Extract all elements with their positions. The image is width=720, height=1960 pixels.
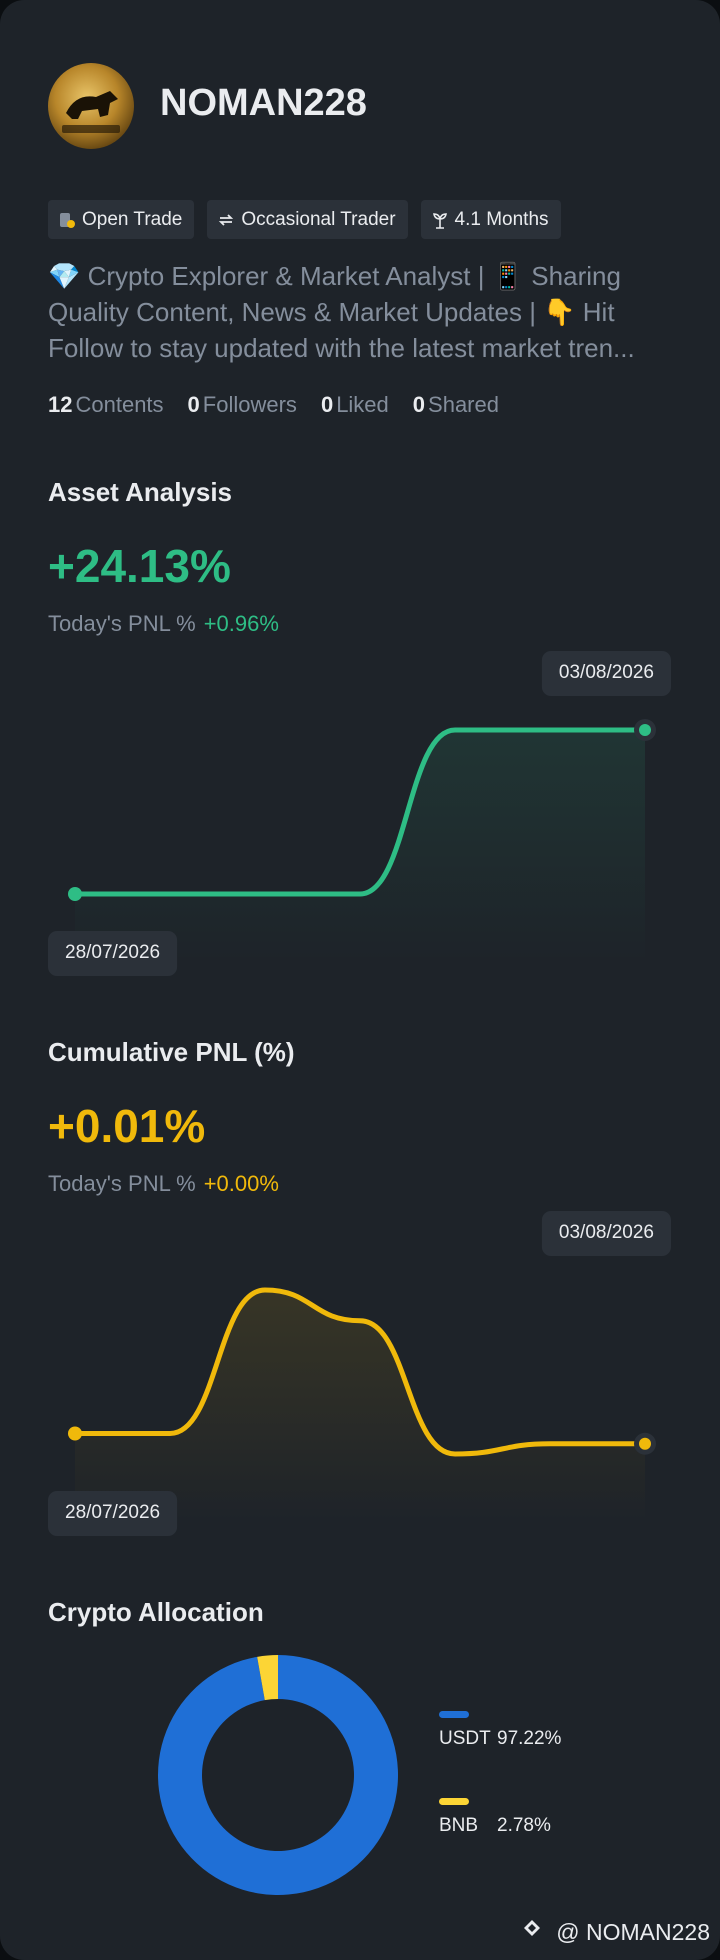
tag-label: Occasional Trader <box>241 208 396 230</box>
footer-handle: @ NOMAN228 <box>556 1919 710 1945</box>
stat[interactable]: 0 Shared <box>413 392 499 418</box>
bio: 💎 Crypto Explorer & Market Analyst | 📱 S… <box>48 261 635 363</box>
stat-label: Liked <box>336 392 389 417</box>
donut-slice <box>158 1655 399 1895</box>
today-pnl-label: Today's PNL % <box>48 611 196 636</box>
avatar[interactable] <box>48 63 134 149</box>
area <box>75 730 645 962</box>
stats: 12 Contents 0 Followers 0 Liked 0 Shared <box>48 392 499 418</box>
end-point <box>639 724 651 736</box>
stat-value: 12 <box>48 392 73 417</box>
date-tooltip: 03/08/2026 <box>541 651 671 696</box>
date-tooltip: 28/07/2026 <box>48 931 178 976</box>
line <box>75 727 645 897</box>
donut-slice <box>257 1655 278 1701</box>
stat-value: 0 <box>412 392 426 417</box>
tag-icon <box>60 212 75 228</box>
profile-name: NOMAN228 <box>160 82 367 124</box>
date-label: 28/07/2026 <box>65 1502 160 1523</box>
legend-name: USDT <box>439 1728 491 1749</box>
section-title: Crypto Allocation <box>48 1597 264 1627</box>
pnl-change: +24.13% <box>48 540 231 592</box>
stat-value: 0 <box>187 392 200 417</box>
stat[interactable]: 12 Contents <box>48 392 164 418</box>
today-pnl: Today's PNL % +0.96% <box>48 611 279 636</box>
stat-label: Shared <box>428 392 499 417</box>
end-point <box>639 1437 651 1450</box>
stat-value: 0 <box>320 392 334 417</box>
tooltip-box <box>541 651 671 696</box>
legend-value: 97.22% <box>497 1728 562 1749</box>
stat[interactable]: 0 Followers <box>188 392 297 418</box>
footer: @ NOMAN228 <box>524 1919 710 1945</box>
stat[interactable]: 0 Liked <box>321 392 389 418</box>
tooltip-box <box>541 1211 671 1256</box>
tag-icon <box>432 212 447 229</box>
footer-logo <box>524 1920 540 1936</box>
tag: 4.1 Months <box>420 200 561 239</box>
today-pnl-label: Today's PNL % <box>48 1171 196 1196</box>
tag-list: Open Trade Occasional Trader 4.1 Months <box>48 200 561 239</box>
legend-name: BNB <box>439 1815 478 1836</box>
tooltip-box <box>48 1491 178 1536</box>
legend-swatch <box>439 1798 469 1805</box>
avatar-art <box>62 91 120 133</box>
legend-value: 2.78% <box>497 1815 551 1836</box>
pnl-change: +0.01% <box>48 1100 205 1152</box>
tooltip-box <box>48 931 178 976</box>
tag: Occasional Trader <box>207 200 408 239</box>
tag-label: 4.1 Months <box>454 208 549 230</box>
today-pnl-value: +0.00% <box>204 1171 279 1196</box>
tag: Open Trade <box>48 200 195 239</box>
stat-label: Followers <box>202 392 297 417</box>
legend-swatch <box>439 1711 469 1718</box>
start-point <box>68 887 82 901</box>
date-label: 03/08/2026 <box>559 1222 654 1243</box>
date-label: 28/07/2026 <box>65 942 160 963</box>
area <box>75 1290 645 1522</box>
stat-label: Contents <box>75 392 164 417</box>
line <box>74 1287 645 1457</box>
date-tooltip: 28/07/2026 <box>48 1491 178 1536</box>
section-title: Cumulative PNL (%) <box>48 1037 295 1067</box>
section-title: Asset Analysis <box>48 477 232 507</box>
tag-icon <box>219 213 234 226</box>
date-tooltip: 03/08/2026 <box>541 1211 671 1256</box>
tag-label: Open Trade <box>82 208 183 230</box>
today-pnl: Today's PNL % +0.00% <box>48 1171 279 1196</box>
start-point <box>68 1426 82 1441</box>
today-pnl-value: +0.96% <box>204 611 279 636</box>
date-label: 03/08/2026 <box>559 662 654 683</box>
